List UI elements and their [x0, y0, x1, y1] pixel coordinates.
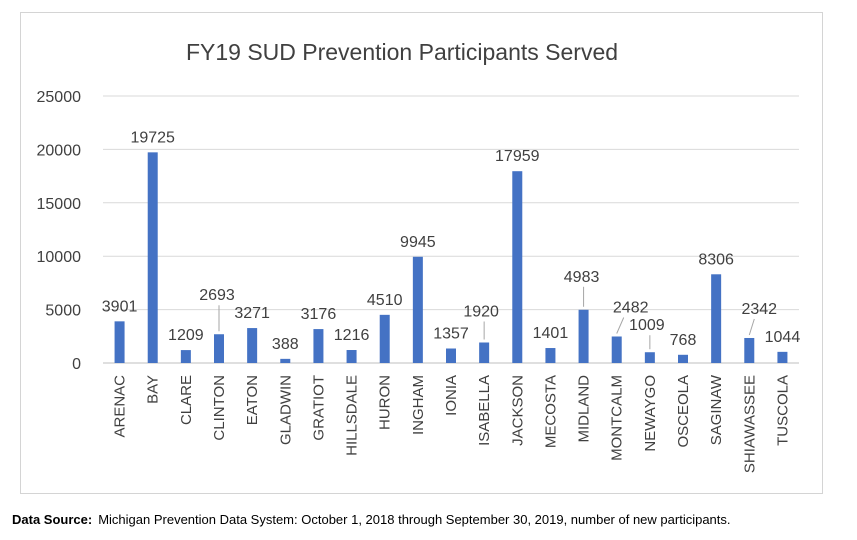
leader-lines [218, 286, 755, 350]
x-tick-label-newaygo: NEWAYGO [642, 375, 659, 452]
data-label-shiawassee: 2342 [741, 301, 777, 318]
bar-gratiot [313, 329, 324, 363]
x-tick-label-midland: MIDLAND [576, 375, 593, 443]
bar-newaygo [644, 352, 655, 363]
bar-chart: FY19 SUD Prevention Participants Served … [37, 39, 801, 473]
data-label-osceola: 768 [670, 332, 697, 349]
x-tick-label-osceola: OSCEOLA [675, 375, 692, 448]
bar-huron [379, 314, 390, 363]
x-tick-label-eaton: EATON [244, 375, 261, 425]
x-tick-label-isabella: ISABELLA [476, 375, 493, 446]
bar-mecosta [545, 348, 556, 363]
data-label-gladwin: 388 [272, 336, 299, 353]
data-label-ingham: 9945 [400, 234, 436, 251]
data-label-isabella: 1920 [463, 303, 499, 320]
x-tick-label-bay: BAY [145, 375, 162, 404]
data-label-eaton: 3271 [234, 305, 270, 322]
chart-title: FY19 SUD Prevention Participants Served [186, 39, 618, 65]
bar-saginaw [711, 274, 722, 363]
data-label-bay: 19725 [130, 129, 175, 146]
y-axis-ticks: 0 5000 10000 15000 20000 25000 [37, 89, 82, 373]
bar-ionia [446, 348, 456, 363]
bar-isabella [479, 342, 490, 363]
data-label-newaygo: 1009 [629, 317, 665, 334]
y-tick-label: 25000 [37, 89, 82, 106]
y-tick-label: 0 [72, 356, 81, 373]
leader-line-montcalm [616, 317, 625, 334]
x-tick-label-clinton: CLINTON [211, 375, 228, 441]
data-label-jackson: 17959 [495, 148, 540, 165]
bar-hillsdale [346, 350, 357, 363]
bar-clare [180, 350, 191, 363]
bar-arenac [114, 321, 125, 363]
data-source-text: Michigan Prevention Data System: October… [98, 512, 731, 527]
data-label-gratiot: 3176 [301, 306, 337, 323]
data-source-note: Data Source: Michigan Prevention Data Sys… [12, 512, 731, 527]
x-tick-label-gratiot: GRATIOT [310, 375, 327, 441]
data-label-clinton: 2693 [199, 287, 235, 304]
x-tick-label-gladwin: GLADWIN [277, 375, 294, 445]
x-tick-label-shiawassee: SHIAWASSEE [741, 375, 758, 473]
x-tick-label-montcalm: MONTCALM [609, 375, 626, 461]
chart-frame: FY19 SUD Prevention Participants Served … [20, 12, 823, 494]
data-label-montcalm: 2482 [613, 299, 649, 316]
x-tick-label-tuscola: TUSCOLA [774, 375, 791, 446]
bar-jackson [512, 171, 523, 363]
x-axis-ticks: ARENAC BAY CLARE CLINTON EATON GLADWIN GRATIOT… [112, 374, 792, 473]
bars [114, 152, 788, 363]
data-source-label: Data Source: [12, 512, 93, 527]
bar-ingham [412, 256, 423, 363]
x-tick-label-ionia: IONIA [443, 375, 460, 416]
bar-bay [147, 152, 158, 363]
x-tick-label-arenac: ARENAC [112, 375, 129, 438]
x-tick-label-hillsdale: HILLSDALE [344, 375, 361, 456]
bar-eaton [247, 328, 258, 363]
x-tick-label-jackson: JACKSON [509, 375, 526, 446]
x-tick-label-saginaw: SAGINAW [708, 374, 725, 445]
bar-montcalm [611, 336, 622, 363]
data-label-mecosta: 1401 [533, 325, 569, 342]
y-tick-label: 15000 [37, 196, 82, 213]
x-tick-label-clare: CLARE [178, 375, 195, 425]
data-label-ionia: 1357 [433, 326, 469, 343]
bar-osceola [678, 354, 688, 363]
x-tick-label-huron: HURON [377, 375, 394, 430]
data-label-clare: 1209 [168, 327, 204, 344]
data-label-hillsdale: 1216 [334, 327, 370, 344]
data-label-midland: 4983 [564, 269, 600, 286]
gridlines [103, 95, 799, 364]
x-tick-label-ingham: INGHAM [410, 375, 427, 435]
x-tick-label-mecosta: MECOSTA [542, 375, 559, 448]
data-label-tuscola: 1044 [765, 329, 801, 346]
bar-shiawassee [744, 337, 755, 363]
y-tick-label: 10000 [37, 249, 82, 266]
y-tick-label: 20000 [37, 142, 82, 159]
bar-clinton [214, 334, 224, 363]
bar-midland [578, 309, 589, 363]
y-tick-label: 5000 [45, 303, 81, 320]
data-label-huron: 4510 [367, 292, 403, 309]
bar-tuscola [777, 351, 788, 363]
data-label-arenac: 3901 [102, 298, 138, 315]
leader-line-shiawassee [748, 318, 755, 336]
data-label-saginaw: 8306 [698, 251, 734, 268]
bar-gladwin [280, 358, 291, 363]
